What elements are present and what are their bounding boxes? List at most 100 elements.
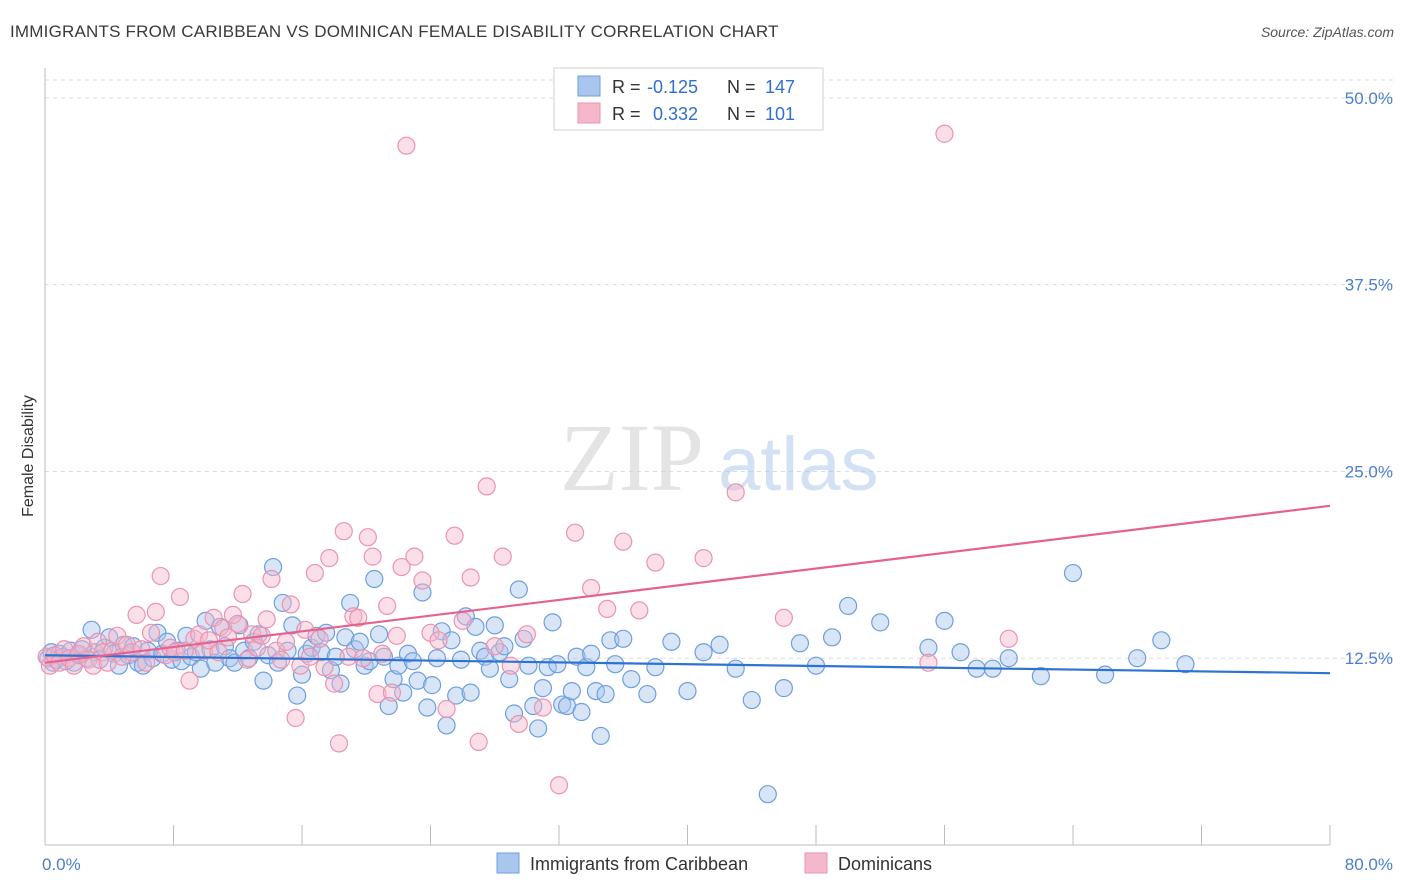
dominicans-point-23 [146, 602, 165, 622]
caribbean-point-83 [423, 676, 442, 695]
dominicans-point-101 [774, 608, 793, 627]
caribbean-point-66 [341, 593, 360, 613]
caribbean-point-125 [646, 658, 665, 677]
dominicans-point-37 [214, 619, 233, 638]
caribbean-point-68 [350, 632, 369, 651]
bottom-legend-swatch-pink [804, 852, 828, 874]
caribbean-point-122 [614, 629, 633, 648]
caribbean-point-112 [562, 681, 581, 701]
y-tick-label-1: 25.0% [1345, 462, 1393, 481]
caribbean-point-87 [442, 631, 461, 650]
caribbean-point-86 [437, 716, 456, 735]
y-tick-label-2: 37.5% [1345, 276, 1393, 295]
caribbean-trend-line [44, 654, 1331, 675]
dominicans-point-92 [549, 776, 569, 795]
caribbean-point-48 [254, 671, 273, 690]
caribbean-point-116 [582, 644, 601, 663]
dominicans-point-90 [517, 625, 536, 644]
correlation-legend: R = -0.125 N = 147 R = 0.332 N = 101 [553, 67, 824, 131]
dominicans-point-4 [55, 640, 74, 659]
caribbean-point-91 [461, 683, 480, 702]
y-axis-label: Female Disability [20, 395, 37, 517]
dominicans-point-65 [349, 608, 368, 627]
dominicans-trend-line [44, 504, 1331, 664]
dominicans-point-19 [127, 605, 146, 624]
caribbean-point-72 [370, 625, 389, 644]
series-legend: Immigrants from Caribbean Dominicans [496, 852, 932, 874]
dominicans-point-81 [445, 526, 464, 545]
legend-n-label-1: N = [727, 77, 756, 97]
dominicans-point-95 [598, 599, 617, 619]
legend-r-value-2: 0.332 [653, 104, 698, 124]
dominicans-point-98 [646, 553, 665, 572]
x-tick-label-max: 80.0% [1345, 855, 1393, 874]
dominicans-point-61 [329, 734, 349, 753]
caribbean-point-137 [839, 596, 858, 616]
caribbean-point-75 [384, 670, 403, 689]
caribbean-point-128 [694, 643, 713, 662]
caribbean-point-132 [758, 785, 777, 804]
caribbean-point-96 [485, 616, 504, 635]
dominicans-point-21 [137, 653, 156, 672]
dominicans-point-93 [565, 523, 585, 542]
dominicans-point-88 [501, 656, 520, 675]
caribbean-point-114 [572, 702, 591, 722]
caribbean-point-129 [710, 635, 729, 654]
caribbean-point-98 [495, 637, 514, 656]
dominicans-point-24 [151, 566, 170, 586]
dominicans-point-83 [461, 568, 480, 587]
caribbean-point-131 [742, 690, 761, 710]
dominicans-point-69 [368, 684, 387, 704]
dominicans-point-41 [233, 584, 252, 604]
caribbean-point-101 [509, 580, 528, 599]
dominicans-point-42 [238, 650, 257, 669]
caribbean-point-150 [1176, 655, 1195, 674]
y-tick-labels: 12.5% 25.0% 37.5% 50.0% [1345, 89, 1393, 668]
dominicans-point-97 [630, 601, 649, 620]
legend-n-value-1: 147 [765, 77, 795, 97]
caribbean-point-144 [999, 649, 1018, 668]
dominicans-point-63 [339, 647, 358, 666]
caribbean-point-123 [622, 670, 641, 689]
caribbean-point-105 [529, 719, 548, 738]
dominicans-point-52 [286, 708, 305, 728]
caribbean-point-100 [504, 704, 524, 723]
caribbean-point-71 [365, 569, 384, 589]
dominicans-point-86 [485, 637, 504, 656]
caribbean-point-149 [1152, 631, 1171, 650]
dominicans-point-73 [387, 626, 406, 645]
source-label: Source: ZipAtlas.com [1260, 24, 1394, 40]
caribbean-point-126 [662, 632, 681, 651]
caribbean-point-138 [871, 613, 890, 632]
caribbean-point-136 [822, 628, 842, 647]
caribbean-point-146 [1063, 563, 1083, 583]
dominicans-point-49 [272, 650, 291, 669]
caribbean-point-148 [1128, 649, 1147, 668]
grid-lines [45, 79, 1395, 659]
legend-n-value-2: 101 [765, 104, 795, 124]
dominicans-point-99 [694, 549, 713, 568]
legend-swatch-blue [577, 75, 601, 97]
dominicans-point-51 [281, 595, 300, 614]
dominicans-point-96 [614, 532, 633, 551]
caribbean-point-95 [480, 659, 500, 678]
caribbean-point-145 [1031, 667, 1050, 686]
caribbean-point-93 [471, 641, 490, 660]
caribbean-point-139 [919, 638, 938, 657]
dominicans-point-47 [262, 569, 281, 589]
chart-title: IMMIGRANTS FROM CARIBBEAN VS DOMINICAN F… [10, 22, 779, 41]
caribbean-point-88 [447, 686, 466, 705]
caribbean-point-80 [408, 671, 427, 690]
y-tick-label-0: 12.5% [1345, 649, 1393, 668]
caribbean-point-103 [519, 656, 538, 675]
caribbean-point-64 [331, 674, 350, 693]
bottom-legend-label-dominicans: Dominicans [838, 854, 932, 874]
dominicans-point-28 [170, 587, 190, 607]
dominicans-point-104 [999, 629, 1018, 648]
dominicans-point-40 [228, 614, 247, 633]
dominicans-point-39 [223, 605, 243, 624]
caribbean-point-147 [1096, 665, 1115, 684]
watermark: ZIP atlas [560, 404, 879, 511]
dominicans-point-87 [493, 547, 512, 566]
